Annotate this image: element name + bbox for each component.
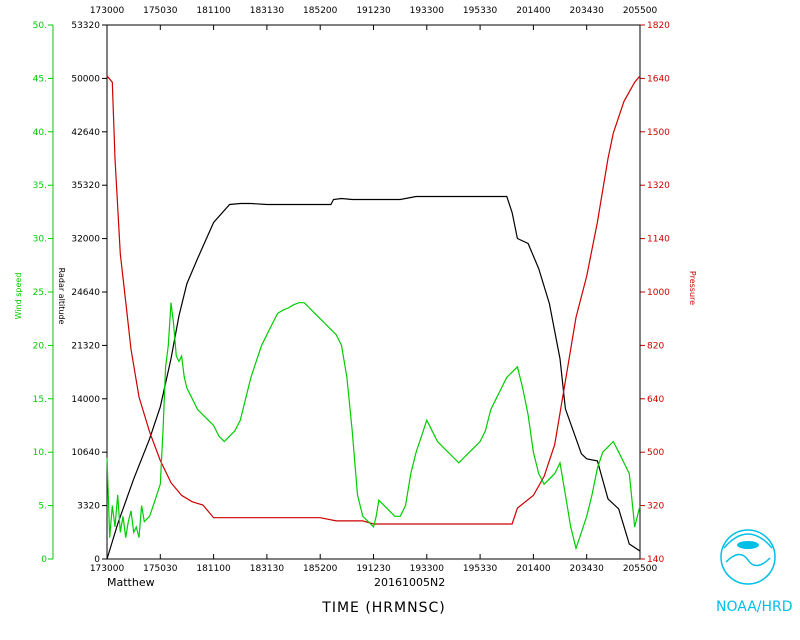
x-top-tick-label: 201400 — [516, 6, 551, 16]
x-bottom-tick-label: 203430 — [570, 564, 605, 574]
noaa-logo-icon — [720, 529, 776, 585]
series-layer — [106, 75, 641, 560]
radar-altitude-series-line — [106, 195, 641, 560]
radar_altitude-tick-label: 32000 — [71, 235, 100, 245]
wind_speed-tick-label: 20. — [33, 341, 47, 351]
x-bottom-tick-label: 183130 — [250, 564, 285, 574]
x-bottom-tick-label: 185200 — [303, 564, 338, 574]
storm-name: Matthew — [107, 576, 155, 589]
pressure-tick-label: 320 — [647, 502, 664, 512]
radar_altitude-tick-label: 42640 — [71, 128, 100, 138]
radar_altitude-tick-label: 14000 — [71, 395, 100, 405]
x-top-tick-label: 191230 — [356, 6, 391, 16]
x-top-tick-label: 181100 — [196, 6, 231, 16]
wind_speed-tick-label: 30. — [33, 235, 47, 245]
wind_speed-tick-label: 35. — [33, 181, 47, 191]
x-bottom-tick-label: 195330 — [463, 564, 498, 574]
pressure-tick-label: 1140 — [647, 235, 670, 245]
radar-altitude-axis: 0 3320 10640 14000 21320 24640 32000 35320 42640… — [71, 21, 108, 565]
x-bottom-tick-label: 201400 — [516, 564, 551, 574]
radar_altitude-tick-label: 10640 — [71, 448, 100, 458]
wind_speed-tick-label: 15. — [33, 395, 47, 405]
x-bottom-tick-label: 173000 — [90, 564, 125, 574]
x-top-tick-label: 205500 — [623, 6, 658, 16]
radar_altitude-tick-label: 21320 — [71, 341, 100, 351]
wind_speed-tick-label: 5. — [38, 502, 47, 512]
pressure-axis: 140 320 500 640 820 1000 1140 1320 1500 1640 1820 — [639, 21, 670, 565]
wind-speed-axis-label: Wind speed — [14, 273, 23, 320]
x-top-tick-label: 173000 — [90, 6, 125, 16]
x-axis-top: 173000 175030 181100 183130 185200 191230 1933… — [90, 6, 658, 30]
x-top-tick-label: 185200 — [303, 6, 338, 16]
x-bottom-tick-label: 175030 — [143, 564, 178, 574]
x-top-tick-label: 193300 — [410, 6, 445, 16]
x-top-tick-label: 175030 — [143, 6, 178, 16]
radar_altitude-tick-label: 53320 — [71, 21, 100, 31]
pressure-tick-label: 1640 — [647, 74, 670, 84]
radar-altitude-axis-label: Radar altitude — [57, 268, 66, 325]
pressure-tick-label: 1320 — [647, 181, 670, 191]
wind_speed-tick-label: 10. — [33, 448, 47, 458]
pressure-tick-label: 820 — [647, 341, 664, 351]
wind_speed-tick-label: 50. — [33, 21, 47, 31]
radar_altitude-tick-label: 0 — [94, 555, 100, 565]
radar_altitude-tick-label: 35320 — [71, 181, 100, 191]
pressure-tick-label: 640 — [647, 395, 664, 405]
radar_altitude-tick-label: 50000 — [71, 74, 100, 84]
x-axis-title: TIME (HRMNSC) — [321, 600, 445, 616]
pressure-tick-label: 1820 — [647, 21, 670, 31]
storm-id: 20161005N2 — [374, 576, 445, 589]
x-bottom-tick-label: 193300 — [410, 564, 445, 574]
radar_altitude-tick-label: 24640 — [71, 288, 100, 298]
x-top-tick-label: 203430 — [570, 6, 605, 16]
x-axis-bottom: 173000 175030 181100 183130 185200 191230 1933… — [90, 554, 658, 574]
wind_speed-tick-label: 45. — [33, 74, 47, 84]
pressure-axis-label: Pressure — [688, 271, 697, 305]
pressure-tick-label: 1500 — [647, 128, 670, 138]
wind_speed-tick-label: 40. — [33, 128, 47, 138]
radar_altitude-tick-label: 3320 — [77, 502, 100, 512]
pressure-tick-label: 140 — [647, 555, 664, 565]
wind-speed-axis: 0 5. 10. 15. 20. 25. 30. 35. 40. 45. 50. — [33, 21, 54, 565]
pressure-tick-label: 500 — [647, 448, 664, 458]
x-top-tick-label: 183130 — [250, 6, 285, 16]
pressure-tick-label: 1000 — [647, 288, 670, 298]
pressure-series-line — [106, 75, 641, 525]
x-bottom-tick-label: 191230 — [356, 564, 391, 574]
noaa-hrd-credit: NOAA/HRD — [716, 599, 793, 615]
plot-frame — [106, 24, 641, 560]
x-top-tick-label: 195330 — [463, 6, 498, 16]
x-bottom-tick-label: 181100 — [196, 564, 231, 574]
x-bottom-tick-label: 205500 — [623, 564, 658, 574]
wind_speed-tick-label: 0 — [41, 555, 47, 565]
wind-speed-series-line — [106, 302, 641, 551]
wind_speed-tick-label: 25. — [33, 288, 47, 298]
